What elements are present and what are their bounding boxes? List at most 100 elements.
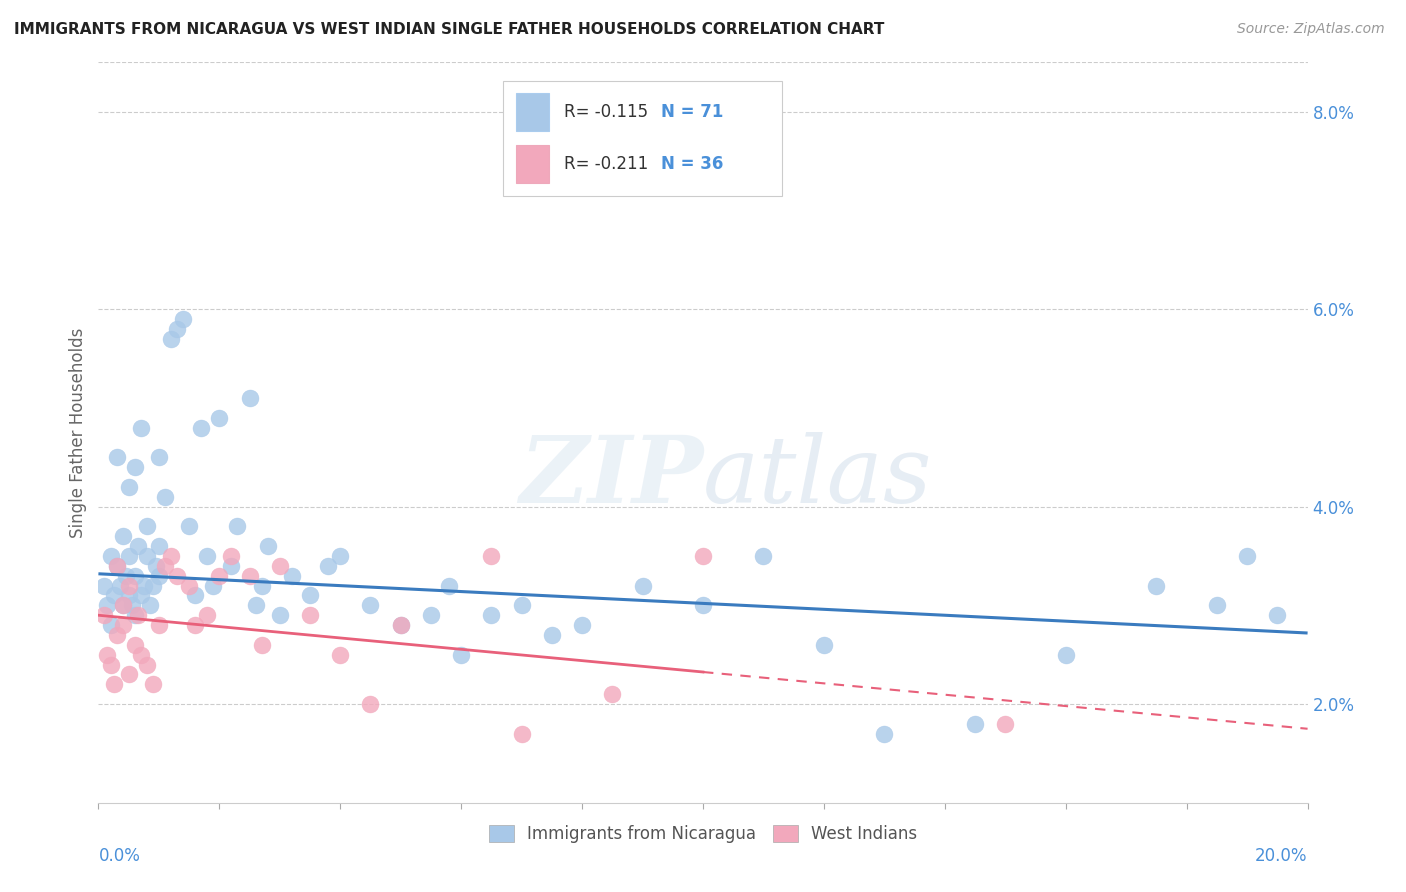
- Point: [127, 608, 149, 623]
- Point: [121, 599, 143, 613]
- Point: [873, 727, 896, 741]
- FancyBboxPatch shape: [503, 81, 782, 195]
- Point: [142, 579, 165, 593]
- Point: [179, 579, 201, 593]
- Point: [118, 480, 141, 494]
- Point: [111, 599, 134, 613]
- Point: [184, 589, 207, 603]
- Point: [1236, 549, 1258, 563]
- Point: [250, 579, 273, 593]
- Point: [103, 589, 125, 603]
- Text: N = 71: N = 71: [661, 103, 723, 121]
- Point: [124, 568, 146, 582]
- Text: 20.0%: 20.0%: [1256, 847, 1308, 865]
- Point: [135, 549, 157, 563]
- Point: [329, 648, 352, 662]
- Point: [129, 648, 152, 662]
- Point: [172, 312, 194, 326]
- Point: [208, 568, 231, 582]
- Point: [93, 579, 115, 593]
- Point: [239, 391, 262, 405]
- Point: [420, 608, 443, 623]
- Point: [105, 628, 128, 642]
- Bar: [516, 145, 550, 183]
- Point: [269, 558, 291, 573]
- Point: [166, 322, 188, 336]
- Point: [153, 490, 176, 504]
- Point: [316, 558, 339, 573]
- Point: [127, 539, 149, 553]
- Point: [114, 568, 136, 582]
- Point: [100, 657, 122, 672]
- Text: 0.0%: 0.0%: [98, 847, 141, 865]
- Point: [124, 608, 146, 623]
- Point: [195, 549, 218, 563]
- Point: [148, 450, 170, 465]
- Point: [103, 677, 125, 691]
- Point: [208, 410, 231, 425]
- Point: [965, 716, 987, 731]
- Point: [132, 579, 155, 593]
- Point: [105, 558, 128, 573]
- Point: [148, 618, 170, 632]
- Point: [124, 638, 146, 652]
- Point: [202, 579, 225, 593]
- Point: [148, 539, 170, 553]
- Text: IMMIGRANTS FROM NICARAGUA VS WEST INDIAN SINGLE FATHER HOUSEHOLDS CORRELATION CH: IMMIGRANTS FROM NICARAGUA VS WEST INDIAN…: [14, 22, 884, 37]
- Point: [256, 539, 278, 553]
- Point: [481, 608, 503, 623]
- Point: [813, 638, 835, 652]
- Point: [269, 608, 291, 623]
- Point: [118, 667, 141, 681]
- Point: [510, 599, 533, 613]
- Point: [389, 618, 412, 632]
- Point: [111, 529, 134, 543]
- Point: [281, 568, 304, 582]
- Point: [108, 579, 131, 593]
- Text: R= -0.211: R= -0.211: [564, 155, 648, 173]
- Point: [239, 568, 262, 582]
- Point: [437, 579, 460, 593]
- Point: [299, 589, 322, 603]
- Point: [100, 549, 122, 563]
- Point: [360, 599, 382, 613]
- Point: [195, 608, 218, 623]
- Point: [160, 332, 183, 346]
- Point: [124, 460, 146, 475]
- Point: [96, 648, 118, 662]
- Point: [1206, 599, 1229, 613]
- Point: [510, 727, 533, 741]
- Text: ZIP: ZIP: [519, 432, 703, 522]
- Point: [540, 628, 562, 642]
- Point: [129, 589, 152, 603]
- Point: [752, 549, 775, 563]
- Point: [118, 589, 141, 603]
- Point: [111, 618, 134, 632]
- Point: [1146, 579, 1168, 593]
- Point: [1267, 608, 1289, 623]
- Point: [105, 450, 128, 465]
- Point: [571, 618, 593, 632]
- Point: [166, 568, 188, 582]
- Point: [139, 599, 162, 613]
- Point: [631, 579, 654, 593]
- Point: [190, 420, 212, 434]
- Point: [105, 558, 128, 573]
- Point: [100, 618, 122, 632]
- Text: atlas: atlas: [703, 432, 932, 522]
- Point: [160, 549, 183, 563]
- Point: [129, 420, 152, 434]
- Point: [111, 599, 134, 613]
- Point: [389, 618, 412, 632]
- Point: [142, 677, 165, 691]
- Point: [221, 549, 243, 563]
- Point: [221, 558, 243, 573]
- Point: [118, 549, 141, 563]
- Point: [450, 648, 472, 662]
- Point: [153, 558, 176, 573]
- Point: [226, 519, 249, 533]
- Point: [299, 608, 322, 623]
- Point: [135, 519, 157, 533]
- Point: [118, 579, 141, 593]
- Point: [179, 519, 201, 533]
